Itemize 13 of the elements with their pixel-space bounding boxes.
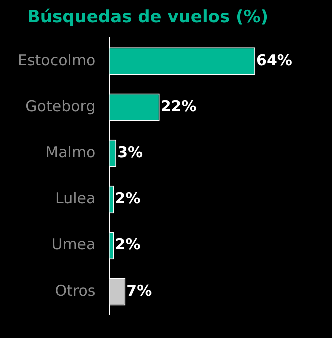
data-label: 3% xyxy=(118,144,144,162)
data-label: 22% xyxy=(160,97,197,116)
y-tick-label: Otros xyxy=(55,282,96,300)
data-label: 2% xyxy=(115,236,141,254)
y-tick-label: Estocolmo xyxy=(18,51,96,70)
chart-title: Búsquedas de vuelos (%) xyxy=(27,8,269,28)
y-tick-label: Umea xyxy=(52,236,96,254)
y-tick-label: Goteborg xyxy=(26,97,96,116)
y-tick-label: Malmo xyxy=(46,144,96,162)
y-tick-label: Lulea xyxy=(56,190,96,208)
data-label: 64% xyxy=(256,51,292,70)
data-label: 7% xyxy=(126,282,152,300)
data-label: 2% xyxy=(115,190,141,208)
